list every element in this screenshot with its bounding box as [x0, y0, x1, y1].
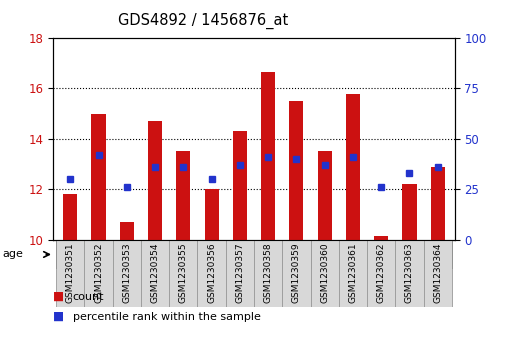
Bar: [113, 240, 141, 307]
Text: GSM1230353: GSM1230353: [122, 242, 132, 303]
Text: GSM1230354: GSM1230354: [150, 242, 160, 303]
Text: GSM1230360: GSM1230360: [320, 242, 329, 303]
Bar: [318, 151, 332, 240]
Bar: [198, 240, 226, 307]
Bar: [120, 222, 134, 240]
Bar: [141, 240, 169, 307]
Bar: [367, 240, 395, 307]
Bar: [261, 72, 275, 240]
Bar: [290, 101, 303, 240]
Bar: [198, 240, 310, 269]
Bar: [339, 240, 367, 307]
Bar: [346, 94, 360, 240]
Bar: [254, 240, 282, 307]
Bar: [431, 167, 445, 240]
Text: young (2 months): young (2 months): [80, 249, 173, 260]
Bar: [395, 240, 424, 307]
Text: GSM1230361: GSM1230361: [348, 242, 358, 303]
Text: ■: ■: [53, 290, 65, 303]
Text: GSM1230358: GSM1230358: [264, 242, 273, 303]
Bar: [226, 240, 254, 307]
Bar: [310, 240, 339, 307]
Text: GSM1230357: GSM1230357: [235, 242, 244, 303]
Bar: [282, 240, 310, 307]
Bar: [402, 184, 417, 240]
Bar: [91, 114, 106, 240]
Bar: [205, 189, 218, 240]
Text: aged (24 months): aged (24 months): [335, 249, 428, 260]
Bar: [374, 236, 388, 240]
Bar: [56, 240, 198, 269]
Text: GSM1230356: GSM1230356: [207, 242, 216, 303]
Bar: [233, 131, 247, 240]
Text: GSM1230363: GSM1230363: [405, 242, 414, 303]
Text: percentile rank within the sample: percentile rank within the sample: [73, 311, 261, 322]
Bar: [424, 240, 452, 307]
Text: GSM1230355: GSM1230355: [179, 242, 188, 303]
Text: GDS4892 / 1456876_at: GDS4892 / 1456876_at: [118, 13, 289, 29]
Text: age: age: [3, 249, 23, 260]
Text: ■: ■: [53, 310, 65, 323]
Bar: [310, 240, 452, 269]
Text: GSM1230351: GSM1230351: [66, 242, 75, 303]
Text: GSM1230362: GSM1230362: [376, 242, 386, 303]
Bar: [56, 240, 84, 307]
Text: GSM1230359: GSM1230359: [292, 242, 301, 303]
Text: middle aged (12 months): middle aged (12 months): [188, 249, 320, 260]
Bar: [148, 121, 162, 240]
Bar: [169, 240, 198, 307]
Text: count: count: [73, 291, 104, 302]
Bar: [63, 194, 77, 240]
Text: GSM1230364: GSM1230364: [433, 242, 442, 303]
Bar: [176, 151, 190, 240]
Bar: [84, 240, 113, 307]
Text: GSM1230352: GSM1230352: [94, 242, 103, 303]
